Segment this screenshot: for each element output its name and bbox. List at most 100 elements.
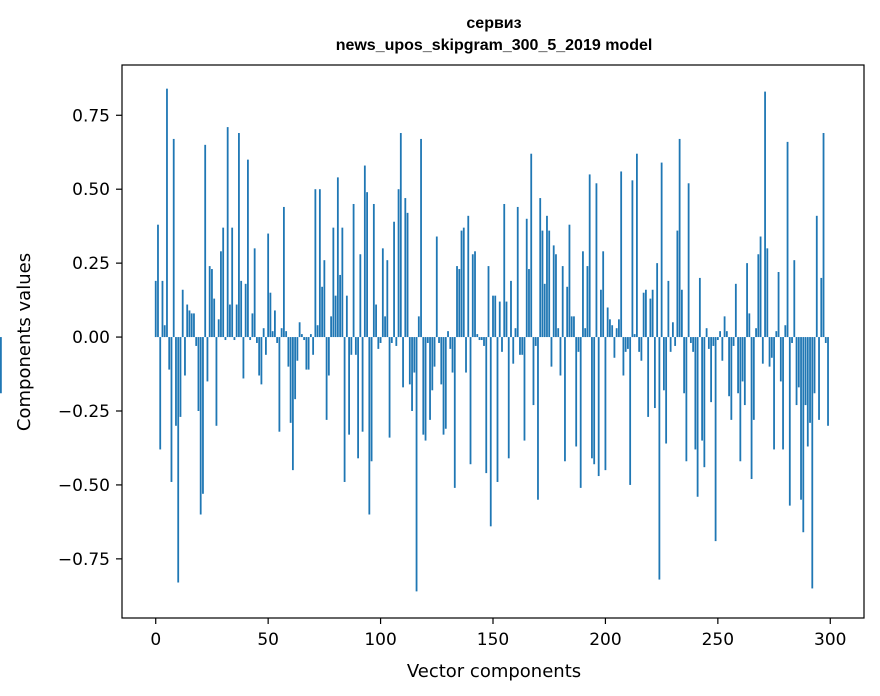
bar-16 <box>190 313 193 338</box>
bar-237 <box>687 183 690 338</box>
bar-125 <box>435 236 438 338</box>
bar-133 <box>453 337 456 488</box>
bar-149 <box>489 337 492 527</box>
bar-143 <box>476 334 479 338</box>
bar-3 <box>161 280 164 338</box>
bar-38 <box>240 280 243 338</box>
bar-229 <box>669 337 672 352</box>
bar-71 <box>314 189 317 338</box>
bar-243 <box>701 337 704 441</box>
bar-109 <box>399 133 402 338</box>
bar-142 <box>474 251 476 338</box>
bar-51 <box>269 292 272 338</box>
bar-32 <box>226 127 229 338</box>
bar-216 <box>640 337 643 361</box>
bar-173 <box>543 283 546 338</box>
plot-frame <box>121 64 865 619</box>
bar-266 <box>752 337 755 420</box>
bar-222 <box>653 337 656 409</box>
x-tick-label: 0 <box>150 630 161 650</box>
bar-162 <box>519 337 521 355</box>
bar-172 <box>541 230 544 338</box>
y-tick-label: −0.50 <box>58 476 110 496</box>
bar-40 <box>244 283 247 338</box>
bar-294 <box>815 215 818 338</box>
bar-26 <box>213 298 216 338</box>
bar-287 <box>800 337 802 500</box>
bars-group <box>0 88 829 592</box>
bar-103 <box>386 260 389 338</box>
bar-198 <box>600 289 602 338</box>
bar-215 <box>638 337 641 352</box>
bar-166 <box>528 269 530 338</box>
bar-138 <box>465 337 467 373</box>
bar-110 <box>402 337 404 388</box>
bar-247 <box>710 337 713 403</box>
bar-255 <box>728 337 730 397</box>
bar-158 <box>510 280 512 338</box>
bar-250 <box>716 337 719 341</box>
bar-180 <box>559 337 562 376</box>
bar-191 <box>584 328 587 338</box>
bar-170 <box>537 337 539 500</box>
bar-48 <box>262 328 265 338</box>
x-tick-label: 100 <box>364 630 396 650</box>
bar-47 <box>260 337 263 385</box>
bar-168 <box>532 337 535 406</box>
bar-213 <box>633 334 636 338</box>
bar-126 <box>438 337 440 343</box>
bar-67 <box>305 337 308 370</box>
x-tick-label: 250 <box>702 630 734 650</box>
bar-151 <box>494 295 497 338</box>
bar-174 <box>546 215 548 338</box>
bar-187 <box>575 337 578 447</box>
bar-297 <box>822 133 825 338</box>
bar-181 <box>561 266 564 338</box>
bar-83 <box>341 227 344 338</box>
bar-87 <box>350 337 353 355</box>
bar-91 <box>359 254 362 338</box>
bar-11 <box>179 337 182 417</box>
bar-152 <box>496 337 499 482</box>
bar-150 <box>492 295 494 338</box>
bar-272 <box>766 248 769 338</box>
bar-179 <box>557 328 560 338</box>
y-tick-label: −0.25 <box>58 402 110 422</box>
x-tick-label: 200 <box>589 630 621 650</box>
bar-197 <box>597 337 600 477</box>
bar-196 <box>595 183 598 338</box>
bar-111 <box>404 198 407 338</box>
bar-4 <box>163 325 166 338</box>
bar-88 <box>352 203 355 338</box>
bar-44 <box>253 248 256 338</box>
bar-0 <box>154 280 157 338</box>
bar-20 <box>199 337 202 515</box>
bar-9 <box>175 337 177 426</box>
y-tick-label: 0.25 <box>72 254 110 274</box>
bar-145 <box>480 337 483 341</box>
bar-285 <box>795 337 798 406</box>
bar-277 <box>777 272 780 338</box>
bar-79 <box>332 227 335 338</box>
bar-99 <box>377 337 380 349</box>
bar-41 <box>247 159 249 338</box>
bar-190 <box>582 251 584 338</box>
bar-137 <box>462 227 465 338</box>
bar-136 <box>460 230 463 338</box>
bar-102 <box>384 316 386 338</box>
bar-34 <box>231 227 234 338</box>
bar-10 <box>177 337 180 583</box>
bar-184 <box>568 224 571 338</box>
bar-283 <box>791 337 793 343</box>
bar-144 <box>478 337 481 341</box>
bar-278 <box>779 337 782 382</box>
bar-104 <box>388 337 391 438</box>
y-axis-label: Components values <box>14 253 35 431</box>
bar-208 <box>622 337 625 376</box>
bar-63 <box>296 337 299 361</box>
bar-195 <box>593 337 596 465</box>
bar-267 <box>755 328 757 338</box>
bar-2 <box>159 337 162 450</box>
bar-298 <box>824 337 827 343</box>
bar-90 <box>357 337 359 459</box>
